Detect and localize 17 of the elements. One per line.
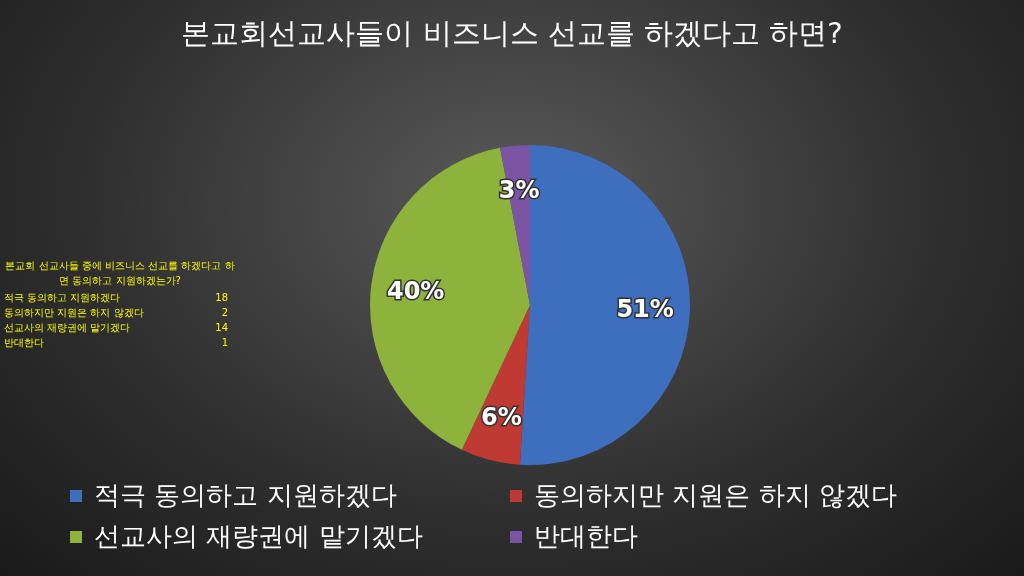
- legend-label: 적극 동의하고 지원하겠다: [94, 479, 397, 512]
- data-label: 51%: [616, 294, 674, 323]
- data-label: 1: [221, 336, 229, 350]
- category-label: 선교사의 재량권에 맡기겠다: [4, 321, 131, 335]
- category-label: 반대한다: [4, 336, 44, 350]
- data-label: 14: [215, 321, 229, 335]
- category-label: 동의하지만 지원은 하지 않겠다: [4, 306, 144, 320]
- legend-label: 선교사의 재량권에 맡기겠다: [94, 520, 423, 553]
- text: 본교회 선교사들 중에 비즈니스 선교를 하겠다고 하면 동의하고 지원하겠는가?: [4, 259, 236, 288]
- data-label: 6%: [480, 402, 522, 431]
- category-label: 적극 동의하고 지원하겠다: [4, 291, 121, 305]
- legend-label: 반대한다: [534, 520, 638, 553]
- chart-title: 본교회선교사들이 비즈니스 선교를 하겠다고 하면?: [180, 15, 844, 52]
- data-label: 18: [215, 291, 229, 305]
- data-label: 2: [221, 306, 229, 320]
- data-label: 40%: [386, 276, 445, 305]
- legend-label: 동의하지만 지원은 하지 않겠다: [534, 479, 897, 512]
